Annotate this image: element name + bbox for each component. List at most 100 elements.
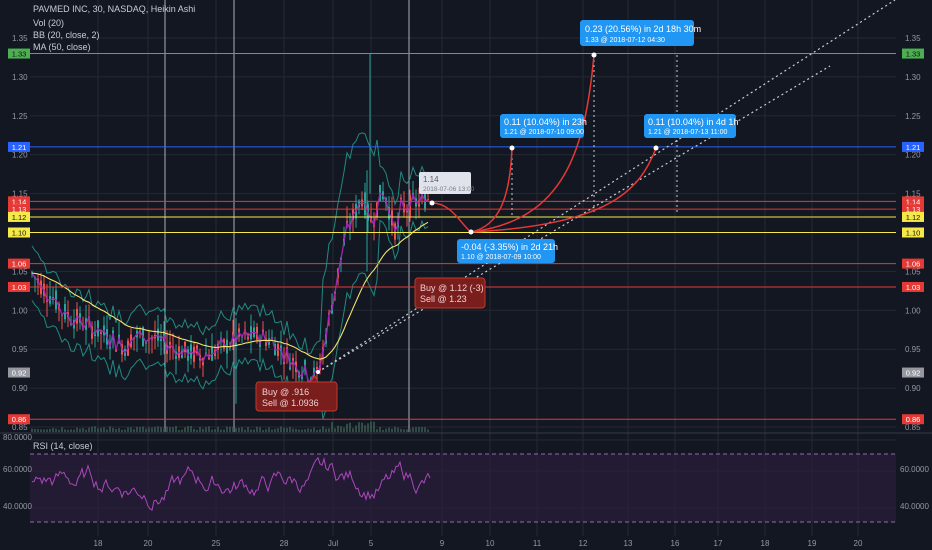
callout-5-line2: 2018-07-06 13:00 xyxy=(423,186,475,193)
indicator-vol: Vol (20) xyxy=(33,18,64,28)
volume-bar xyxy=(154,426,156,432)
volume-bar xyxy=(235,428,237,432)
volume-bar xyxy=(232,426,234,432)
volume-bar xyxy=(391,428,393,432)
level-tag-left xyxy=(8,367,30,378)
level-tag-left xyxy=(8,211,30,222)
volume-bar xyxy=(115,429,117,432)
level-tag-text: 1.10 xyxy=(906,229,921,238)
volume-bar xyxy=(274,428,276,432)
volume-bar xyxy=(415,427,417,432)
volume-bar xyxy=(427,429,429,432)
volume-bar xyxy=(364,425,366,432)
volume-bar xyxy=(319,429,321,432)
level-tag-text: 1.12 xyxy=(906,213,921,222)
trade-note-2[interactable]: Buy @ 1.12 (-3) Sell @ 1.23 xyxy=(414,277,486,309)
x-tick: 10 xyxy=(486,539,495,548)
volume-bar xyxy=(295,428,297,432)
volume-bar xyxy=(358,422,360,432)
callout-4-line1: -0.04 (-3.35%) in 2d 21h xyxy=(461,242,558,252)
volume-bar xyxy=(202,428,204,432)
callout-5-line1: 1.14 xyxy=(423,175,439,184)
level-tag-text: 0.92 xyxy=(12,369,27,378)
volume-bar xyxy=(85,429,87,432)
volume-bar xyxy=(121,429,123,432)
volume-bar xyxy=(271,429,273,432)
volume-bar xyxy=(226,426,228,432)
level-tag-left xyxy=(8,196,30,207)
volume-bar xyxy=(118,428,120,432)
volume-bar xyxy=(112,427,114,432)
level-tag-text: 0.92 xyxy=(906,369,921,378)
volume-bar xyxy=(265,429,267,432)
callout-1-21-a[interactable]: 0.11 (10.04%) in 23h 1.21 @ 2018-07-10 0… xyxy=(500,114,587,138)
level-tag-right xyxy=(902,367,924,378)
level-tag-left xyxy=(8,204,30,215)
volume-bar xyxy=(337,425,339,432)
y-tick-left: 1.00 xyxy=(12,306,28,315)
level-tag-text: 1.21 xyxy=(906,143,921,152)
volume-bar xyxy=(106,429,108,432)
volume-bar xyxy=(352,428,354,432)
callout-1-10[interactable]: -0.04 (-3.35%) in 2d 21h 1.10 @ 2018-07-… xyxy=(457,239,558,263)
level-tag-right xyxy=(902,48,924,59)
callout-4-line2: 1.10 @ 2018-07-09 10:00 xyxy=(461,254,541,261)
level-tag-right xyxy=(902,141,924,152)
volume-bar xyxy=(268,427,270,432)
volume-bar xyxy=(82,427,84,432)
volume-bar xyxy=(253,429,255,432)
level-tag-text: 1.06 xyxy=(906,260,921,269)
volume-bar xyxy=(37,429,39,432)
volume-bar xyxy=(52,428,54,432)
x-tick: 11 xyxy=(533,539,542,548)
level-tag-right xyxy=(902,204,924,215)
volume-bar xyxy=(139,427,141,432)
level-tag-text: 1.06 xyxy=(12,260,27,269)
volume-bar xyxy=(316,429,318,432)
volume-bar xyxy=(406,429,408,432)
volume-bar xyxy=(40,429,42,432)
volume-bar xyxy=(292,428,294,432)
volume-bar xyxy=(361,422,363,432)
volume-bar xyxy=(355,425,357,432)
x-tick: 9 xyxy=(440,539,445,548)
volume-bar xyxy=(217,426,219,432)
trade-note-1[interactable]: Buy @ .916 Sell @ 1.0936 xyxy=(255,375,338,412)
indicator-ma: MA (50, close) xyxy=(33,42,91,52)
volume-bar xyxy=(223,429,225,432)
x-axis-ticks: 18 20 25 28 Jul 5 9 10 11 12 13 16 17 18 19 20 xyxy=(94,539,863,548)
volume-bar xyxy=(388,427,390,432)
volume-bars xyxy=(31,421,429,432)
callout-1-21-b[interactable]: 0.11 (10.04%) in 4d 1h 1.21 @ 2018-07-13… xyxy=(644,114,738,138)
callout-1-33[interactable]: 0.23 (20.56%) in 2d 18h 30m 1.33 @ 2018-… xyxy=(580,20,701,46)
volume-bar xyxy=(97,428,99,432)
volume-bar xyxy=(421,427,423,432)
volume-bar xyxy=(100,427,102,432)
level-tag-text: 1.03 xyxy=(906,283,921,292)
volume-bar xyxy=(157,426,159,432)
trade-note-2-line1: Buy @ 1.12 (-3) xyxy=(420,283,484,293)
rsi-line xyxy=(31,456,431,512)
volume-bar xyxy=(124,429,126,432)
volume-bar xyxy=(70,429,72,432)
y-tick-right: 1.35 xyxy=(905,34,921,43)
volume-bar xyxy=(91,426,93,432)
volume-bar xyxy=(31,428,33,432)
symbol-title: PAVMED INC, 30, NASDAQ, Heikin Ashi xyxy=(33,4,195,14)
callout-1-14-price[interactable]: 1.14 2018-07-06 13:00 xyxy=(419,172,475,194)
volume-bar xyxy=(379,426,381,432)
volume-bar xyxy=(49,428,51,432)
volume-bar xyxy=(181,429,183,432)
level-tag-right xyxy=(902,227,924,238)
volume-bar xyxy=(247,427,249,432)
volume-bar xyxy=(88,427,90,432)
volume-bar xyxy=(184,427,186,432)
rsi-tick-40: 40.0000 xyxy=(3,502,32,511)
callout-2-line1: 0.11 (10.04%) in 23h xyxy=(504,117,587,127)
y-tick-left: 0.95 xyxy=(12,345,28,354)
level-tag-left xyxy=(8,141,30,152)
y-tick-right: 0.95 xyxy=(905,345,921,354)
volume-bar xyxy=(280,426,282,432)
y-tick-right: 1.15 xyxy=(905,190,921,199)
